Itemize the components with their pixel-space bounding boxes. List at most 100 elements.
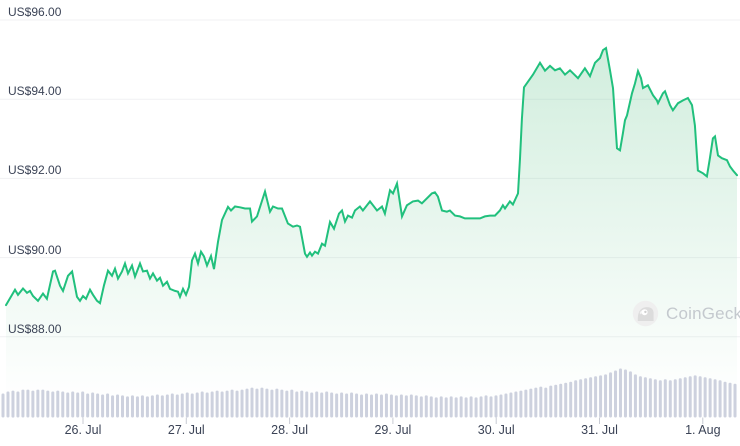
volume-bar bbox=[290, 389, 294, 418]
volume-bar bbox=[185, 392, 189, 418]
volume-bar bbox=[449, 396, 453, 418]
volume-bar bbox=[310, 392, 314, 418]
volume-bar bbox=[180, 393, 184, 418]
volume-bar bbox=[260, 387, 264, 418]
volume-bar bbox=[653, 379, 657, 418]
volume-bar bbox=[11, 390, 15, 418]
volume-bar bbox=[51, 391, 55, 418]
x-axis-label: 28. Jul bbox=[271, 423, 309, 437]
volume-bar bbox=[713, 379, 717, 418]
volume-bar bbox=[703, 377, 707, 418]
volume-bar bbox=[116, 394, 120, 418]
volume-bar bbox=[215, 390, 219, 418]
volume-bar bbox=[345, 393, 349, 418]
volume-bar bbox=[663, 379, 667, 418]
volume-bar bbox=[459, 396, 463, 418]
volume-bar bbox=[340, 392, 344, 418]
volume-bar bbox=[728, 382, 732, 418]
x-axis-label: 31. Jul bbox=[581, 423, 618, 437]
volume-bar bbox=[125, 396, 129, 418]
volume-bar bbox=[623, 369, 627, 418]
volume-bar bbox=[71, 391, 75, 418]
volume-bar bbox=[678, 378, 682, 418]
volume-bar bbox=[250, 387, 254, 418]
volume-bar bbox=[325, 391, 329, 418]
volume-bar bbox=[76, 392, 80, 418]
volume-bar bbox=[494, 395, 498, 418]
volume-bar bbox=[46, 390, 50, 418]
x-axis-label: 30. Jul bbox=[477, 423, 515, 437]
volume-bar bbox=[489, 396, 493, 418]
y-axis-label: US$90.00 bbox=[8, 242, 62, 257]
volume-bar bbox=[175, 394, 179, 418]
volume-bar bbox=[444, 397, 448, 418]
volume-bar bbox=[41, 389, 45, 418]
volume-bar bbox=[195, 392, 199, 418]
volume-bar bbox=[280, 389, 284, 418]
volume-bar bbox=[275, 388, 279, 418]
volume-bar bbox=[733, 383, 737, 418]
volume-bar bbox=[374, 393, 378, 418]
volume-bar bbox=[633, 374, 637, 418]
volume-bar bbox=[6, 391, 10, 418]
volume-bar bbox=[96, 393, 100, 418]
volume-bar bbox=[599, 375, 603, 418]
volume-bar bbox=[255, 388, 259, 418]
volume-bar bbox=[469, 396, 473, 418]
y-axis-label: US$92.00 bbox=[8, 163, 62, 178]
volume-bar bbox=[330, 392, 334, 418]
volume-bar bbox=[135, 396, 139, 418]
volume-bar bbox=[1, 393, 5, 418]
volume-bar bbox=[384, 393, 388, 418]
price-area bbox=[6, 48, 737, 418]
x-axis-label: 1. Aug bbox=[685, 423, 721, 437]
volume-bar bbox=[165, 394, 169, 418]
volume-bar bbox=[230, 389, 234, 418]
volume-bar bbox=[638, 376, 642, 418]
volume-bar bbox=[708, 378, 712, 418]
volume-bar bbox=[723, 381, 727, 418]
y-axis-label: US$88.00 bbox=[8, 321, 62, 336]
volume-bar bbox=[693, 375, 697, 418]
volume-bar bbox=[240, 389, 244, 418]
volume-bar bbox=[594, 376, 598, 418]
volume-bar bbox=[101, 394, 105, 418]
volume-bar bbox=[454, 397, 458, 418]
volume-bar bbox=[315, 391, 319, 418]
volume-bar bbox=[439, 396, 443, 418]
volume-bar bbox=[31, 390, 35, 418]
volume-bar bbox=[295, 391, 299, 418]
volume-bar bbox=[584, 378, 588, 418]
volume-bar bbox=[130, 395, 134, 418]
volume-bar bbox=[360, 394, 364, 418]
volume-bar bbox=[569, 381, 573, 418]
volume-bar bbox=[285, 390, 289, 418]
volume-bar bbox=[499, 394, 503, 418]
x-axis-label: 26. Jul bbox=[64, 423, 102, 437]
coingecko-gecko-icon bbox=[632, 300, 659, 327]
volume-bar bbox=[484, 395, 488, 418]
volume-bar bbox=[464, 397, 468, 418]
volume-bar bbox=[81, 391, 85, 418]
volume-bar bbox=[579, 379, 583, 418]
volume-bar bbox=[265, 388, 269, 418]
volume-bar bbox=[270, 389, 274, 418]
volume-bar bbox=[519, 390, 523, 418]
volume-bar bbox=[150, 395, 154, 418]
volume-bar bbox=[91, 392, 95, 418]
volume-bar bbox=[628, 371, 632, 418]
volume-bar bbox=[424, 395, 428, 418]
volume-bar bbox=[121, 395, 125, 418]
volume-bar bbox=[56, 390, 60, 418]
volume-bar bbox=[379, 394, 383, 418]
volume-bar bbox=[614, 370, 618, 418]
volume-bar bbox=[414, 395, 418, 418]
volume-bar bbox=[609, 372, 613, 418]
volume-bar bbox=[86, 393, 90, 418]
volume-bar bbox=[718, 380, 722, 418]
volume-bar bbox=[539, 386, 543, 418]
volume-bar bbox=[111, 395, 115, 418]
volume-bar bbox=[16, 391, 20, 418]
